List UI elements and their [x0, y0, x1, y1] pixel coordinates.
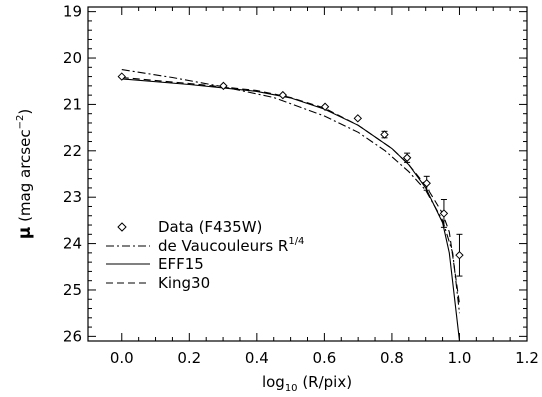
- y-axis-title: μ (mag arcsec−2): [15, 109, 35, 239]
- legend-label-de-vaucouleurs-main: de Vaucouleurs R: [158, 237, 288, 255]
- legend-label-data: Data (F435W): [158, 218, 262, 236]
- data-point: [320, 102, 330, 111]
- data-point: [117, 72, 126, 81]
- king30-curve: [121, 76, 461, 304]
- data-point: [353, 114, 363, 123]
- data-point: [278, 90, 288, 100]
- y-axis-title-symbol: μ: [15, 227, 35, 240]
- x-tick-label: 0.8: [380, 349, 404, 367]
- legend-label-de-vaucouleurs-exponent: 1/4: [288, 236, 304, 247]
- x-axis-title: log10 (R/pix): [262, 373, 352, 394]
- y-tick-label: 20: [63, 49, 82, 67]
- data-point: [439, 209, 449, 218]
- x-tick-label: 1.2: [515, 349, 539, 367]
- y-tick-label: 24: [63, 235, 82, 253]
- data-curves: [121, 69, 461, 342]
- y-axis-title-close: ): [16, 109, 34, 115]
- y-tick-label: 25: [63, 281, 82, 299]
- x-axis-title-log: log: [262, 373, 285, 391]
- legend-symbol-data: [117, 222, 127, 232]
- data-point: [380, 130, 389, 139]
- axis-ticks: 0.0 0.2 0.4 0.6 0.8 1.0 1.2 19 20 21 22 23 24 25 26: [63, 3, 539, 367]
- x-axis-title-subscript: 10: [285, 383, 298, 394]
- y-tick-label: 23: [63, 188, 82, 206]
- legend: Data (F435W) de Vaucouleurs R1/4 EFF15 K…: [106, 218, 304, 292]
- legend-label-de-vaucouleurs: de Vaucouleurs R1/4: [158, 236, 304, 255]
- eff15-curve: [121, 78, 461, 342]
- y-tick-label: 26: [63, 327, 82, 345]
- x-tick-label: 0.0: [110, 349, 134, 367]
- x-tick-label: 0.2: [177, 349, 201, 367]
- y-tick-label: 19: [63, 3, 82, 21]
- y-axis-title-units: (mag arcsec: [16, 129, 34, 226]
- data-point: [422, 179, 431, 188]
- data-point: [402, 153, 412, 162]
- legend-label-eff15: EFF15: [158, 255, 204, 273]
- plot-frame: [87, 6, 528, 342]
- x-axis-title-rest: (R/pix): [298, 373, 353, 391]
- x-tick-label: 0.4: [245, 349, 269, 367]
- y-axis-title-exponent: −2: [15, 115, 26, 130]
- data-point: [455, 250, 464, 260]
- data-points: [117, 72, 464, 277]
- data-point: [219, 81, 228, 91]
- y-tick-label: 22: [63, 142, 82, 160]
- x-tick-label: 0.6: [312, 349, 336, 367]
- x-tick-label: 1.0: [448, 349, 472, 367]
- legend-label-king30: King30: [158, 274, 210, 292]
- y-tick-label: 21: [63, 95, 82, 113]
